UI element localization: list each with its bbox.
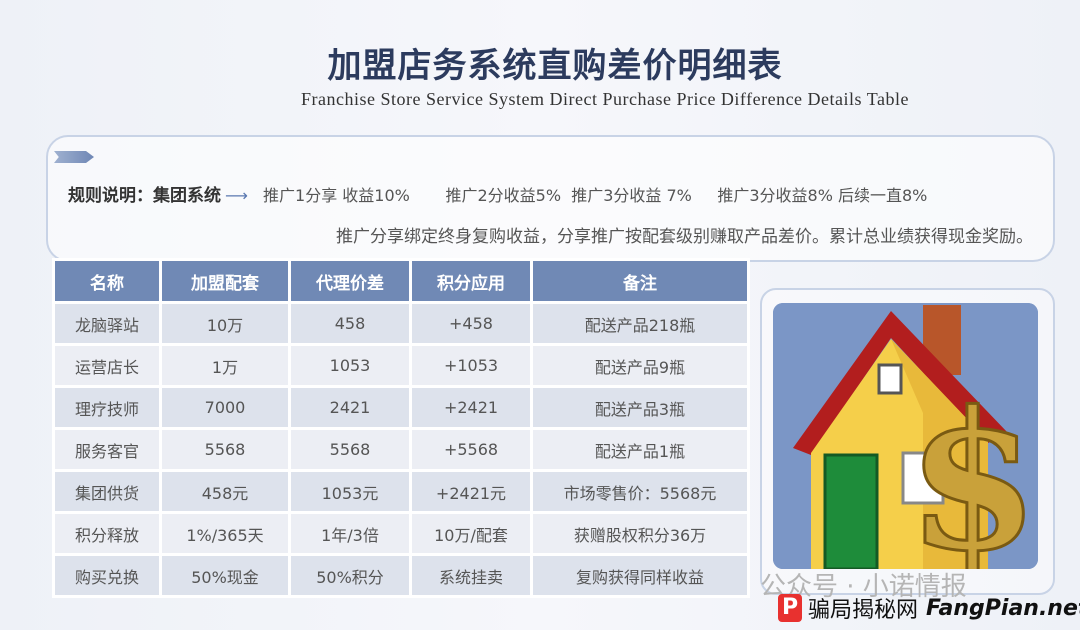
house-with-dollar-sign-icon: $ [773,303,1038,569]
header-remarks: 备注 [533,261,747,301]
table-header-row: 名称 加盟配套 代理价差 积分应用 备注 [55,261,747,301]
table-cell: 50%积分 [291,556,409,595]
arrow-right-icon: ⟶ [225,186,248,205]
table-cell: 配送产品9瓶 [533,346,747,385]
rule-item: 推广3分收益 7% [571,186,692,205]
table-cell: 系统挂卖 [412,556,530,595]
header-name: 名称 [55,261,159,301]
header-points: 积分应用 [412,261,530,301]
header-package: 加盟配套 [162,261,288,301]
rules-line: 规则说明：集团系统 ⟶ 推广1分享 收益10% 推广2分收益5% 推广3分收益 7… [68,181,927,206]
table-cell: 1053 [291,346,409,385]
table-cell: 1年/3倍 [291,514,409,553]
page-subtitle: Franchise Store Service System Direct Pu… [301,89,909,109]
rule-item: 推广1分享 收益10% [263,186,410,205]
table-row: 理疗技师 7000 2421 +2421 配送产品3瓶 [55,388,747,427]
table-cell: +2421 [412,388,530,427]
table-cell: 集团供货 [55,472,159,511]
rule-item: 推广2分收益5% [445,186,562,205]
table-cell: +1053 [412,346,530,385]
table-cell: 5568 [162,430,288,469]
table-cell: 458 [291,304,409,343]
svg-text:$: $ [907,370,1038,569]
table-cell: 10万 [162,304,288,343]
table-cell: 市场零售价：5568元 [533,472,747,511]
rules-label: 规则说明：集团系统 [68,186,221,206]
table-row: 龙脑驿站 10万 458 +458 配送产品218瓶 [55,304,747,343]
table-cell: 购买兑换 [55,556,159,595]
table-cell: 1万 [162,346,288,385]
table-cell: 配送产品3瓶 [533,388,747,427]
rule-item: 推广3分收益8% 后续一直8% [717,186,928,205]
table-cell: +2421元 [412,472,530,511]
table-row: 积分释放 1%/365天 1年/3倍 10万/配套 获赠股权积分36万 [55,514,747,553]
table-cell: 服务客官 [55,430,159,469]
table-cell: 配送产品218瓶 [533,304,747,343]
table-row: 集团供货 458元 1053元 +2421元 市场零售价：5568元 [55,472,747,511]
table-row: 购买兑换 50%现金 50%积分 系统挂卖 复购获得同样收益 [55,556,747,595]
table-cell: 2421 [291,388,409,427]
table-cell: +5568 [412,430,530,469]
table-cell: 1%/365天 [162,514,288,553]
table-cell: 5568 [291,430,409,469]
table-cell: 458元 [162,472,288,511]
table-cell: 运营店长 [55,346,159,385]
table-cell: +458 [412,304,530,343]
site-name-cn: 骗局揭秘网 [808,598,919,623]
table-cell: 复购获得同样收益 [533,556,747,595]
site-watermark: P 骗局揭秘网 FangPian.net [778,592,1080,624]
table-cell: 配送产品1瓶 [533,430,747,469]
table-row: 运营店长 1万 1053 +1053 配送产品9瓶 [55,346,747,385]
table-cell: 50%现金 [162,556,288,595]
rules-note: 推广分享绑定终身复购收益，分享推广按配套级别赚取产品差价。累计总业绩获得现金奖励… [336,227,1033,247]
table-cell: 1053元 [291,472,409,511]
table-cell: 理疗技师 [55,388,159,427]
table-cell: 获赠股权积分36万 [533,514,747,553]
page-title: 加盟店务系统直购差价明细表 [327,46,783,86]
price-table: 名称 加盟配套 代理价差 积分应用 备注 龙脑驿站 10万 458 +458 配送产品2… [52,258,750,598]
table-cell: 积分释放 [55,514,159,553]
site-logo-icon: P [778,594,802,622]
chevron-decoration-icon [54,151,94,163]
table-cell: 10万/配套 [412,514,530,553]
site-name-en: FangPian.net [926,595,1080,621]
table-cell: 龙脑驿站 [55,304,159,343]
rules-box: 规则说明：集团系统 ⟶ 推广1分享 收益10% 推广2分收益5% 推广3分收益 7… [46,135,1055,262]
table-row: 服务客官 5568 5568 +5568 配送产品1瓶 [55,430,747,469]
header-price-diff: 代理价差 [291,261,409,301]
table-cell: 7000 [162,388,288,427]
